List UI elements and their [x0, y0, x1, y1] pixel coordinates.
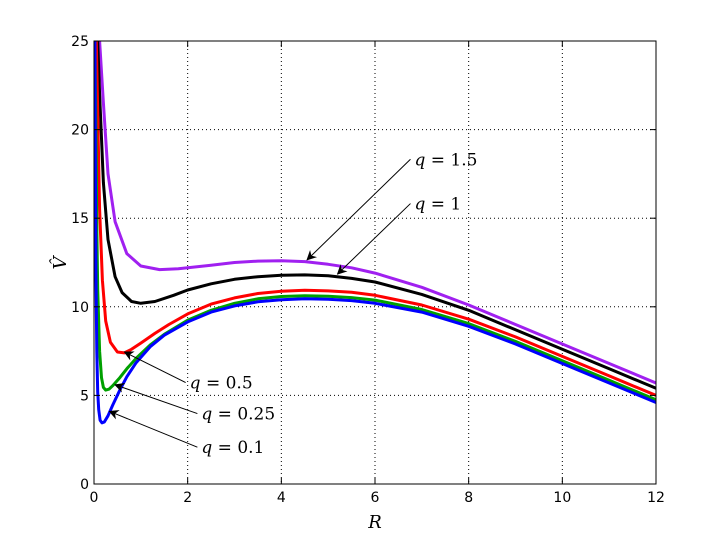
series-line-0 [94, 41, 656, 385]
annotation-arrow [123, 351, 186, 383]
annotation-value: 0.25 [237, 405, 275, 425]
annotation-variable: q [190, 374, 201, 394]
annotation-equals: = [425, 150, 450, 170]
annotation-label: q = 0.1 [201, 438, 264, 458]
series-line-2 [94, 41, 656, 397]
annotation-value: 0.1 [237, 438, 264, 458]
annotation-equals: = [201, 374, 226, 394]
annotations: q = 1.5q = 1q = 0.5q = 0.25q = 0.1 [108, 150, 477, 458]
annotation-arrow [336, 203, 411, 275]
x-tick-label: 4 [277, 490, 286, 506]
y-tick-label: 0 [80, 477, 89, 493]
x-tick-label: 8 [464, 490, 473, 506]
annotation-arrow [108, 410, 198, 448]
series-group [94, 41, 656, 425]
annotation-label: q = 0.25 [201, 405, 275, 425]
series-line-4 [94, 41, 656, 425]
annotation-arrow [114, 383, 198, 415]
annotation-value: 0.5 [226, 374, 253, 394]
y-tick-label: 20 [71, 123, 89, 139]
y-tick-label: 10 [71, 300, 89, 316]
y-tick-label: 15 [71, 211, 89, 227]
x-axis-label: R [367, 512, 382, 533]
annotation-variable: q [201, 438, 212, 458]
x-tick-label: 10 [553, 490, 571, 506]
annotation-value: 1.5 [450, 150, 477, 170]
annotation-label: q = 1.5 [414, 150, 477, 170]
series-line-1 [94, 41, 656, 390]
axis-ticks: 0 2 4 6 8 10 12 0 5 10 15 20 25 [71, 34, 665, 506]
grid-lines [94, 41, 656, 484]
annotation-equals: = [425, 195, 450, 215]
annotation-variable: q [414, 150, 425, 170]
annotation-variable: q [201, 405, 212, 425]
annotation-equals: = [212, 438, 237, 458]
y-tick-label: 5 [80, 388, 89, 404]
x-tick-label: 12 [647, 490, 665, 506]
annotation-label: q = 1 [414, 195, 461, 215]
x-tick-label: 0 [90, 490, 99, 506]
x-tick-label: 6 [371, 490, 380, 506]
annotation-equals: = [212, 405, 237, 425]
annotation-value: 1 [450, 195, 461, 215]
annotation-arrow [306, 158, 411, 261]
x-tick-label: 2 [183, 490, 192, 506]
annotation-variable: q [414, 195, 425, 215]
y-axis-label: V̂ [49, 255, 71, 270]
y-tick-label: 25 [71, 34, 89, 50]
annotation-label: q = 0.5 [190, 374, 253, 394]
